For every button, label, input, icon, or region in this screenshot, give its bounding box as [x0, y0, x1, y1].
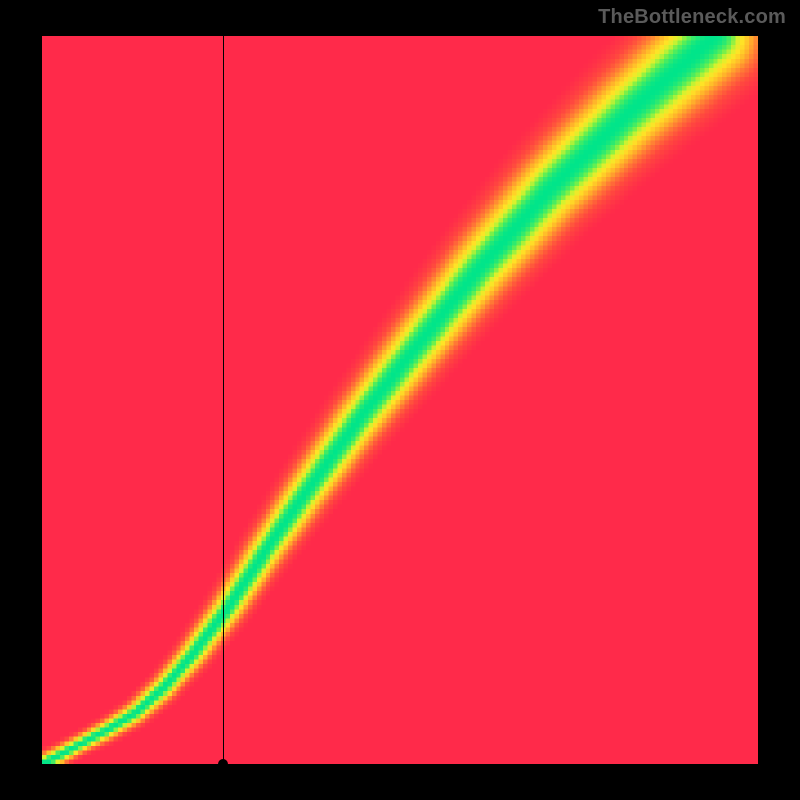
- marker-vertical-line: [223, 36, 224, 764]
- heatmap-canvas: [42, 36, 758, 764]
- attribution-text: TheBottleneck.com: [598, 6, 786, 29]
- chart-container: TheBottleneck.com: [0, 0, 800, 800]
- marker-dot: [218, 759, 228, 769]
- marker-horizontal-line: [42, 764, 758, 765]
- heatmap-plot: [42, 36, 758, 764]
